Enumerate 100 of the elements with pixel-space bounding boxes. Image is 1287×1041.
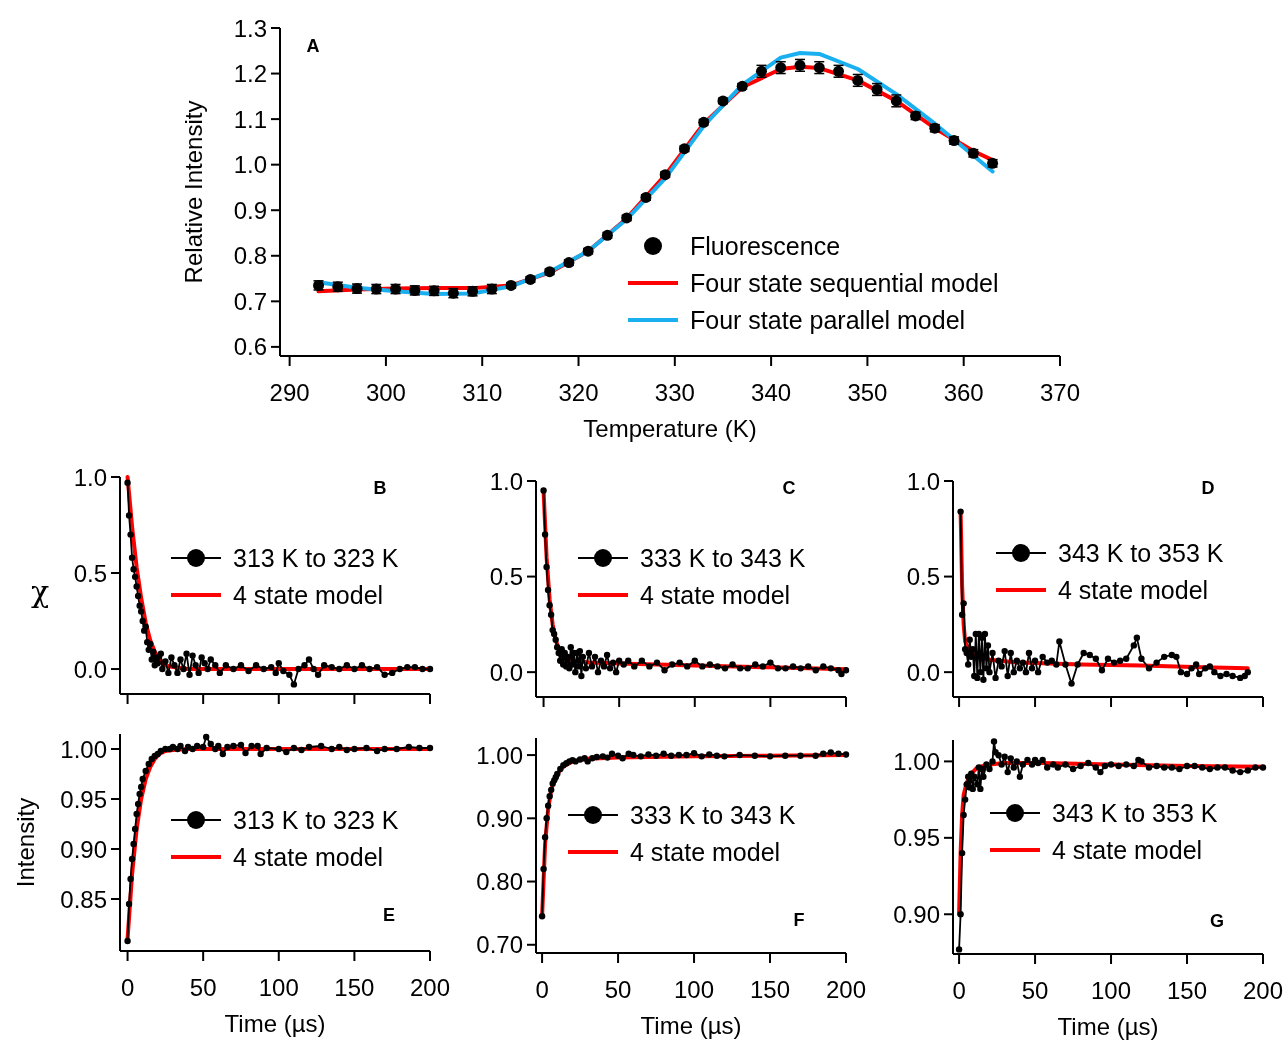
point (142, 767, 149, 775)
y-tick-label: 0.95 (60, 785, 107, 813)
x-axis-title: Temperature (K) (583, 414, 757, 442)
x-tick-label: 200 (409, 973, 451, 1001)
point (544, 802, 552, 809)
point (698, 753, 705, 760)
x-tick-label: 100 (674, 975, 715, 1003)
legend-label: 343 K to 353 K (1058, 539, 1224, 567)
point (812, 752, 819, 759)
y-tick-label: 0.0 (489, 658, 523, 686)
point (614, 752, 622, 759)
point (219, 750, 227, 758)
y-tick-label: 0.95 (893, 824, 940, 852)
point (283, 748, 290, 756)
point (145, 760, 152, 768)
point (336, 743, 343, 751)
point (257, 750, 264, 758)
y-tick-label: 0.6 (233, 333, 267, 361)
point (619, 755, 626, 762)
point (130, 840, 137, 848)
point (317, 742, 325, 750)
x-tick-label: 0 (120, 973, 135, 1001)
point (124, 937, 131, 945)
y-tick-label: 1.0 (906, 467, 940, 495)
x-tick-label: 0 (952, 976, 966, 1004)
point (207, 740, 214, 748)
legend-label: 4 state model (640, 581, 791, 609)
y-tick-label: 1.1 (233, 105, 267, 133)
point (290, 744, 298, 752)
chart-title: D (1201, 478, 1215, 498)
point (652, 752, 660, 759)
y-tick-label: 1.0 (489, 467, 523, 495)
y-tick-label: 1.00 (60, 735, 107, 763)
text: G (1209, 911, 1225, 931)
point (721, 753, 728, 760)
chart-title: B (373, 478, 387, 498)
legend-label: 4 state model (1058, 576, 1209, 604)
point (751, 752, 759, 759)
x-tick-label: 360 (943, 378, 984, 406)
x-axis-title: Time (µs) (640, 1011, 742, 1039)
point (230, 742, 237, 750)
point (125, 900, 133, 908)
y-tick-label: 0.90 (476, 804, 523, 832)
point (797, 752, 804, 759)
x-tick-label: 50 (604, 975, 632, 1003)
x-tick-label: 50 (189, 973, 217, 1001)
point (137, 783, 145, 791)
x-tick-label: 100 (1091, 976, 1132, 1004)
y-tick-label: 0.5 (489, 563, 523, 591)
point (224, 743, 231, 751)
point (189, 745, 196, 753)
x-tick-label: 150 (1167, 976, 1208, 1004)
y-tick-label: 0.90 (60, 835, 107, 863)
y-tick-label: 1.0 (233, 151, 267, 179)
point (128, 855, 136, 863)
point (298, 746, 305, 754)
point (351, 745, 358, 753)
x-tick-label: 340 (751, 378, 792, 406)
point (782, 752, 789, 759)
y-tick-label: 1.3 (233, 14, 267, 42)
point (538, 913, 546, 920)
point (637, 753, 645, 760)
legend-label: 4 state model (630, 838, 781, 866)
point (131, 825, 139, 833)
y-axis-title: Intensity (11, 797, 39, 888)
point (675, 751, 683, 759)
y-tick-label: 0.85 (60, 885, 107, 913)
y-tick-label: 0.7 (233, 287, 267, 315)
y-tick-label: 1.2 (233, 60, 267, 88)
y-tick-label: 1.00 (893, 747, 940, 775)
y-tick-label: 0.9 (233, 196, 267, 224)
point (593, 753, 600, 761)
point (136, 790, 143, 798)
point (604, 754, 611, 761)
point (835, 750, 842, 758)
x-tick-label: 100 (258, 973, 299, 1001)
legend-label: 313 K to 323 K (233, 806, 399, 834)
point (381, 745, 388, 753)
x-tick-label: 370 (1039, 378, 1081, 406)
x-tick-label: 50 (1021, 976, 1049, 1004)
point (554, 770, 561, 778)
point (543, 815, 550, 822)
legend-label: Four state parallel model (690, 306, 966, 334)
chart-title: A (306, 36, 320, 56)
x-axis-title: Time (µs) (224, 1009, 326, 1037)
text: F (793, 910, 805, 930)
point (426, 744, 434, 752)
text: E (382, 905, 396, 925)
y-tick-label: 1.00 (476, 741, 523, 769)
x-tick-label: 290 (269, 378, 310, 406)
x-tick-label: 320 (558, 378, 599, 406)
point (393, 745, 400, 753)
legend-label: Fluorescence (690, 232, 841, 260)
x-tick-label: 330 (654, 378, 695, 406)
y-tick-label: 0.70 (476, 931, 523, 959)
point (305, 743, 313, 751)
point (275, 745, 282, 753)
y-tick-label: 0.8 (233, 242, 267, 270)
y-axis-title: χ (30, 574, 50, 609)
legend-label: 4 state model (233, 581, 384, 609)
